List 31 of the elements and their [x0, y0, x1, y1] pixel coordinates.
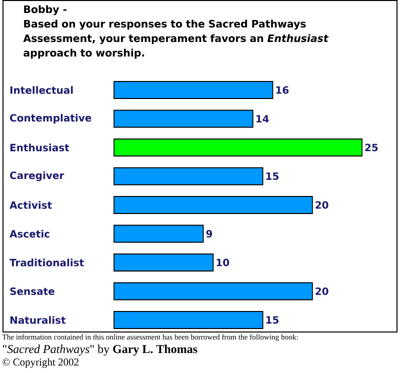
bar	[114, 311, 264, 329]
text: "Sacred Pathways" by Gary L. Thomas	[2, 344, 198, 356]
data-label: 15	[266, 316, 278, 324]
data-label: 20	[316, 201, 328, 209]
data-label: 16	[276, 86, 289, 94]
y-tick-label: Naturalist	[10, 316, 66, 324]
bar	[114, 110, 254, 128]
text: © Copyright 2002	[2, 358, 78, 368]
y-tick-label: Activist	[10, 201, 52, 209]
chart-title: Bobby -	[24, 5, 66, 16]
y-tick-label: Caregiver	[10, 171, 64, 182]
data-label: 25	[365, 144, 378, 152]
y-tick-label: Ascetic	[10, 230, 50, 238]
data-label: 15	[266, 172, 278, 180]
bar	[114, 167, 264, 186]
text: Based on your responses to the Sacred Pathways Assessment, your temperament favors an Enthusiast approach to worship.	[23, 20, 329, 59]
y-tick-label: Enthusiast	[10, 144, 70, 152]
data-label: 10	[216, 258, 230, 266]
bar	[114, 254, 214, 272]
bar	[114, 196, 313, 214]
y-tick-label: Contemplative	[10, 114, 92, 124]
data-label: 14	[256, 115, 269, 122]
data-label: 9	[206, 230, 212, 238]
bar	[114, 138, 362, 156]
bar	[114, 224, 204, 243]
y-tick-label: Sensate	[10, 287, 54, 296]
data-label: 20	[316, 287, 328, 296]
y-tick-label: Intellectual	[10, 86, 73, 94]
y-tick-label: Traditionalist	[10, 258, 84, 266]
bar	[114, 282, 313, 300]
bar	[114, 81, 274, 99]
